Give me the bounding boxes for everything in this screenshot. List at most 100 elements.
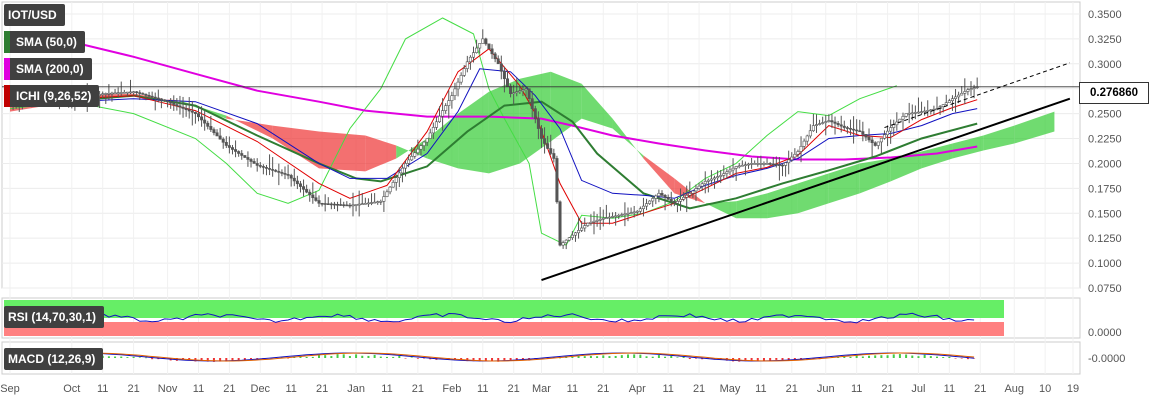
candle-body [845,127,849,129]
candle-body [178,105,182,108]
candle-body [716,176,720,179]
macd-histogram-bar [416,358,419,359]
candle-body [756,163,760,165]
candle-body [941,104,945,107]
macd-histogram-bar [837,357,840,358]
macd-axis-value: -0.0000 [1088,353,1125,365]
sma50-line [9,94,978,210]
macd-histogram-bar [849,356,852,358]
macd-histogram-bar [318,355,320,358]
macd-histogram-bar [231,358,234,362]
candle-body [336,203,340,206]
candle-body [577,230,581,234]
candle-body [886,130,890,136]
macd-histogram-bar [373,354,376,358]
x-tick-label: 11 [944,383,955,395]
x-tick-label: 21 [316,383,328,395]
macd-histogram-bar [225,358,228,362]
candle-body [156,97,160,100]
macd-label[interactable]: MACD (12,26,9) [4,348,104,370]
candle-body [780,164,784,167]
candle-body [298,183,302,187]
candle-body [187,109,191,112]
candle-body [218,135,222,140]
macd-histogram-bar [250,358,253,360]
macd-histogram-bar [843,356,846,358]
candle-body [882,134,886,139]
candle-body [196,113,200,118]
cloud-bear [674,178,706,204]
macd-histogram-bar [330,356,333,358]
candle-body [410,156,414,161]
macd-histogram-bar [676,357,679,358]
candle-body [515,91,519,93]
x-tick-label: 21 [597,383,609,395]
candle-body [404,163,408,169]
candle-body [453,88,457,96]
candle-body [379,201,383,203]
candle-body [444,105,448,111]
candle-body [289,175,293,179]
candle-body [645,203,649,207]
macd-histogram-bar [515,358,518,361]
candle-body [339,204,343,206]
candle-body [966,89,970,92]
macd-histogram-bar [651,356,654,358]
last-price-badge: 0.276860 [1079,82,1149,104]
candle-body [462,68,466,76]
sma200-line [9,32,978,161]
candle-body [295,180,299,185]
macd-histogram-bar [503,358,506,361]
candle-body [200,116,204,121]
sma200-label-text: SMA (200,0) [16,62,84,76]
macd-histogram-bar [188,358,191,360]
candle-body [132,91,136,93]
macd-histogram-bar [324,355,327,358]
candle-body [651,198,655,202]
macd-histogram-bar [497,358,500,362]
candle-body [549,148,553,154]
candle-body [722,173,726,176]
indicator-label-ichimoku[interactable]: ICHI (9,26,52) [4,85,100,107]
rsi-overbought-zone [4,300,1004,318]
candle-body [286,174,290,176]
sma200-swatch [4,58,10,80]
macd-histogram-bar [917,356,920,358]
x-tick-label: May [720,383,741,395]
rsi-label[interactable]: RSI (14,70,30,1) [4,306,105,328]
macd-histogram-bar [923,354,926,358]
candle-body [675,201,679,204]
macd-histogram-bar [305,356,308,358]
indicator-label-sma200[interactable]: SMA (200,0) [4,58,92,80]
candle-body [101,93,105,95]
x-tick-label: 21 [974,383,986,395]
candle-body [311,194,315,199]
rsi-axis-value: 0.0000 [1088,327,1122,339]
candle-body [543,138,547,144]
candle-body [166,100,170,103]
y-tick-label: 0.2250 [1088,134,1122,146]
candle-body [400,167,404,174]
candle-body [144,94,148,96]
y-tick-label: 0.2500 [1088,109,1122,121]
candle-body [654,195,658,199]
candle-body [802,140,806,147]
ichimoku-label-text: ICHI (9,26,52) [16,89,92,103]
macd-histogram-bar [237,358,240,362]
candle-body [648,200,652,204]
symbol-label[interactable]: IOT/USD [4,4,65,26]
candle-body [370,202,374,204]
macd-histogram-bar [398,355,401,358]
candle-body [836,123,840,126]
candle-body [422,141,426,146]
x-tick-label: 11 [851,383,862,395]
candle-body [172,102,176,105]
candle-body [116,92,120,94]
candle-body [892,124,896,128]
candle-body [363,202,367,205]
candle-body [926,110,930,112]
candle-body [830,120,834,123]
indicator-label-sma50[interactable]: SMA (50,0) [4,31,85,53]
macd-histogram-bar [299,356,302,358]
